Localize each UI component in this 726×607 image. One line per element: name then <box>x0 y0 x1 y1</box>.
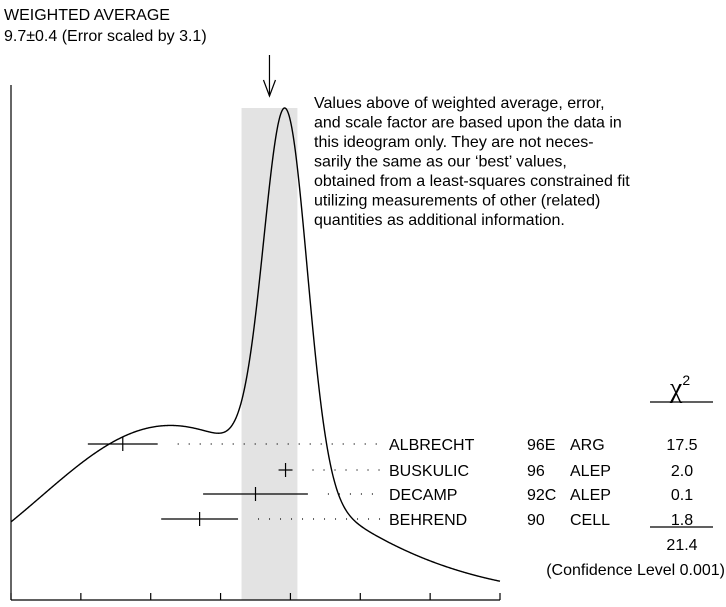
note-line: utilizing measurements of other (related… <box>314 193 600 210</box>
measurement-chi2: 2.0 <box>671 463 693 480</box>
measurement-year: 96 <box>527 463 545 480</box>
x-axis-ticks: 678910111213 <box>10 593 501 600</box>
measurement-technique: ARG <box>570 437 605 454</box>
chart-title: WEIGHTED AVERAGE <box>4 7 170 24</box>
measurement-row: BUSKULIC 96 ALEP 2.0 <box>278 463 693 480</box>
ideogram-curve <box>10 107 501 582</box>
measurement-row: ALBRECHT 96E ARG 17.5 <box>87 437 698 454</box>
note-line: obtained from a least-squares constraine… <box>314 173 630 190</box>
measurement-author: DECAMP <box>389 487 457 504</box>
note-line: this ideogram only. They are not neces- <box>314 134 594 151</box>
measurement-author: ALBRECHT <box>389 437 475 454</box>
ideogram-note: Values above of weighted average, error,… <box>314 95 630 229</box>
measurement-author: BUSKULIC <box>389 463 469 480</box>
chi-squared-total: 21.4 <box>666 537 697 554</box>
measurement-technique: ALEP <box>570 487 611 504</box>
measurement-technique: ALEP <box>570 463 611 480</box>
average-arrow <box>262 55 277 98</box>
measurement-technique: CELL <box>570 512 610 529</box>
chart-subtitle: 9.7±0.4 (Error scaled by 3.1) <box>4 28 207 45</box>
note-line: sarily the same as our ‘best’ values, <box>314 154 567 171</box>
measurement-chi2: 17.5 <box>666 437 697 454</box>
note-line: Values above of weighted average, error, <box>314 95 605 112</box>
note-line: and scale factor are based upon the data… <box>314 115 622 132</box>
measurement-chi2: 0.1 <box>671 487 693 504</box>
measurement-year: 96E <box>527 437 555 454</box>
confidence-level: (Confidence Level 0.001) <box>546 562 725 579</box>
measurement-row: DECAMP 92C ALEP 0.1 <box>203 487 693 504</box>
measurement-chi2: 1.8 <box>671 512 693 529</box>
measurement-row: BEHREND 90 CELL 1.8 <box>161 512 693 529</box>
chi-squared-header: χ2 <box>669 372 690 404</box>
measurement-rows: ALBRECHT 96E ARG 17.5 BUSKULIC 96 ALEP 2.0 DECAM… <box>87 437 698 529</box>
measurement-author: BEHREND <box>389 512 467 529</box>
note-line: quantities as additional information. <box>314 212 565 229</box>
measurement-year: 92C <box>527 487 556 504</box>
measurement-year: 90 <box>527 512 545 529</box>
arrow-head <box>262 79 277 98</box>
